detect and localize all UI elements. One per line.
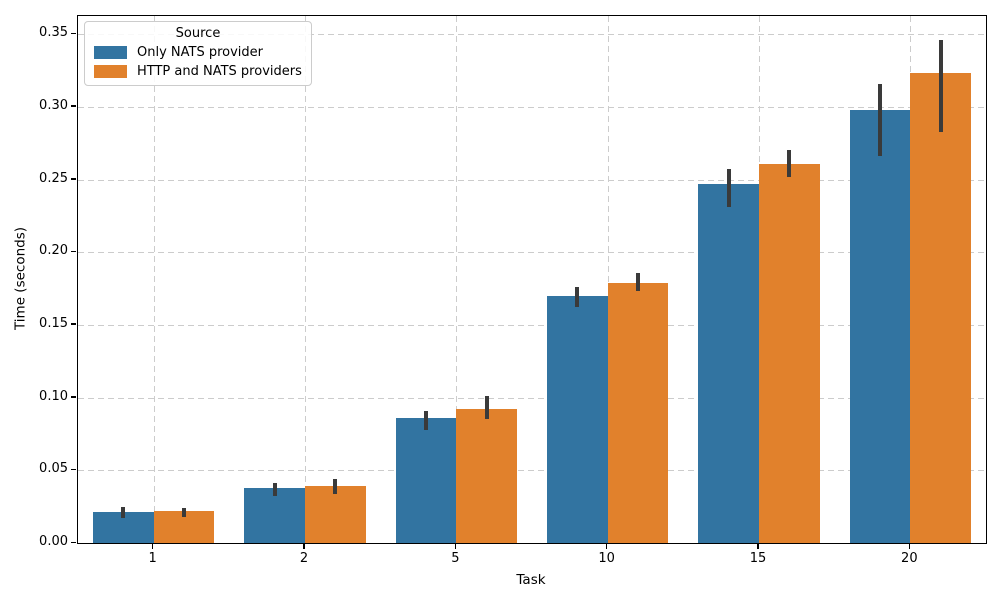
v-gridline xyxy=(607,16,609,543)
legend-swatch xyxy=(94,46,127,59)
legend-title: Source xyxy=(175,26,221,41)
bar-http-nats xyxy=(759,163,820,543)
y-tick-mark xyxy=(71,250,76,253)
x-tick-label: 10 xyxy=(598,551,615,566)
y-tick-label: 0.20 xyxy=(39,243,68,259)
y-tick-label: 0.15 xyxy=(39,315,68,331)
x-tick-label: 2 xyxy=(299,551,309,566)
x-tick-mark xyxy=(303,544,305,549)
legend-entry: Only NATS provider xyxy=(85,45,311,60)
bar-only-nats xyxy=(698,183,759,543)
error-bar xyxy=(333,479,338,494)
y-tick-mark xyxy=(71,32,76,35)
h-gridline xyxy=(78,324,986,326)
bar-http-nats xyxy=(607,282,669,543)
error-bar xyxy=(878,83,883,157)
error-bar xyxy=(938,39,943,132)
h-gridline xyxy=(78,470,986,472)
legend: Source Only NATS provider HTTP and NATS p… xyxy=(84,21,312,86)
h-gridline xyxy=(78,106,986,108)
bar-http-nats xyxy=(305,486,366,543)
error-bar xyxy=(726,169,731,208)
x-tick-mark xyxy=(908,544,911,549)
y-tick-label: 0.10 xyxy=(39,388,68,404)
bar-only-nats xyxy=(395,417,457,543)
error-bar xyxy=(575,287,580,308)
y-tick-label: 0.00 xyxy=(39,534,68,549)
x-tick-label: 15 xyxy=(749,551,767,566)
error-bar xyxy=(424,410,429,430)
error-bar xyxy=(121,506,126,519)
y-tick-mark xyxy=(71,178,76,180)
h-gridline xyxy=(78,34,986,36)
y-tick-mark xyxy=(71,541,76,543)
h-gridline xyxy=(78,397,986,399)
legend-entries: Only NATS provider HTTP and NATS provider… xyxy=(85,45,311,79)
legend-entry-label: Only NATS provider xyxy=(137,45,264,60)
y-tick-mark xyxy=(71,396,76,398)
y-tick-label: 0.05 xyxy=(39,461,68,477)
error-bar xyxy=(635,272,640,292)
bar-http-nats xyxy=(456,409,517,543)
error-bar xyxy=(787,150,792,177)
y-tick-label: 0.25 xyxy=(39,170,68,186)
v-gridline xyxy=(153,16,155,543)
x-tick-mark xyxy=(151,544,154,549)
h-gridline xyxy=(78,179,986,181)
x-tick-mark xyxy=(757,544,759,549)
error-bar xyxy=(484,396,489,420)
x-tick-label: 5 xyxy=(451,551,460,566)
x-axis-title: Task xyxy=(516,572,546,588)
y-tick-mark xyxy=(71,323,76,325)
x-tick-mark xyxy=(605,544,608,549)
bar-only-nats xyxy=(849,109,911,543)
x-tick-label: 20 xyxy=(901,551,918,566)
x-tick-label: 1 xyxy=(148,551,157,566)
legend-entry: HTTP and NATS providers xyxy=(85,64,311,79)
y-axis-title: Time (seconds) xyxy=(12,226,29,331)
y-tick-mark xyxy=(71,105,76,107)
legend-entry-label: HTTP and NATS providers xyxy=(137,64,302,79)
bar-only-nats xyxy=(244,487,305,543)
y-tick-mark xyxy=(71,468,76,471)
v-gridline xyxy=(305,16,306,543)
v-gridline xyxy=(456,16,458,543)
x-tick-mark xyxy=(454,544,457,549)
error-bar xyxy=(181,508,186,517)
plot-area xyxy=(77,15,987,544)
y-tick-label: 0.35 xyxy=(39,25,68,41)
error-bar xyxy=(272,483,277,497)
h-gridline xyxy=(78,252,986,254)
legend-swatch xyxy=(94,65,127,78)
bar-only-nats xyxy=(547,295,608,543)
bar-http-nats xyxy=(910,73,971,543)
y-tick-label: 0.30 xyxy=(39,97,68,113)
